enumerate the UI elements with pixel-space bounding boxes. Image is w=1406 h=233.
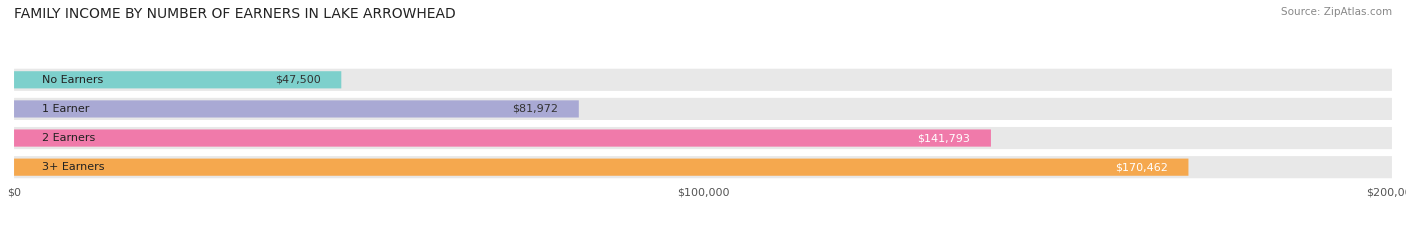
FancyBboxPatch shape — [14, 71, 342, 88]
FancyBboxPatch shape — [14, 159, 1188, 176]
FancyBboxPatch shape — [14, 156, 1392, 178]
Text: Source: ZipAtlas.com: Source: ZipAtlas.com — [1281, 7, 1392, 17]
FancyBboxPatch shape — [14, 127, 1392, 149]
Text: 3+ Earners: 3+ Earners — [42, 162, 104, 172]
Text: $170,462: $170,462 — [1115, 162, 1168, 172]
FancyBboxPatch shape — [14, 130, 991, 147]
Text: $81,972: $81,972 — [512, 104, 558, 114]
FancyBboxPatch shape — [14, 100, 579, 117]
FancyBboxPatch shape — [14, 69, 1392, 91]
Text: No Earners: No Earners — [42, 75, 103, 85]
Text: $47,500: $47,500 — [276, 75, 321, 85]
Text: 2 Earners: 2 Earners — [42, 133, 94, 143]
Text: FAMILY INCOME BY NUMBER OF EARNERS IN LAKE ARROWHEAD: FAMILY INCOME BY NUMBER OF EARNERS IN LA… — [14, 7, 456, 21]
Text: $141,793: $141,793 — [917, 133, 970, 143]
FancyBboxPatch shape — [14, 98, 1392, 120]
Text: 1 Earner: 1 Earner — [42, 104, 89, 114]
